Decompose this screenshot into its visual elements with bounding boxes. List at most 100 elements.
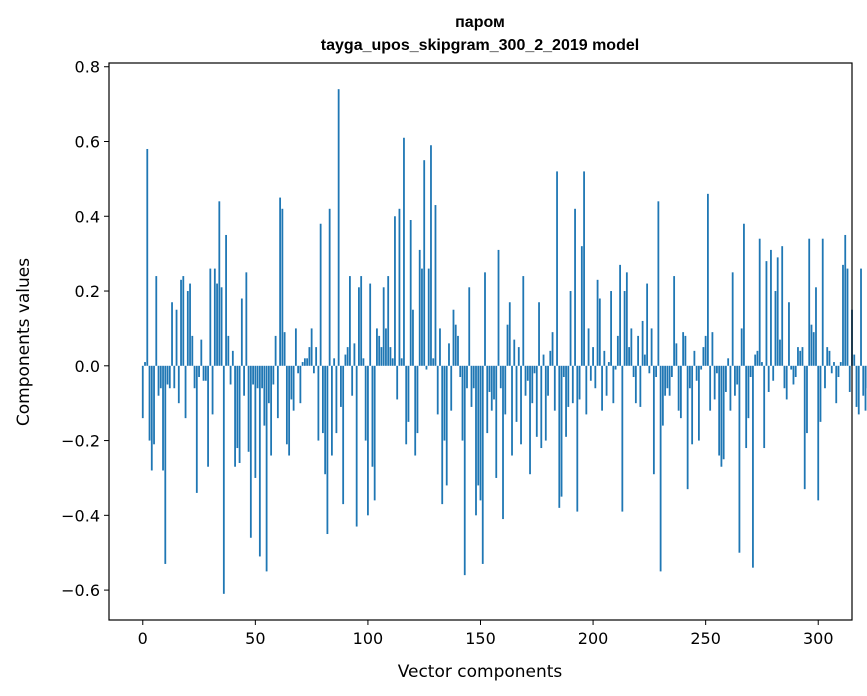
- bar: [466, 365, 468, 389]
- bar: [673, 276, 676, 366]
- x-tick-label: 50: [245, 629, 265, 648]
- bar: [182, 276, 185, 366]
- bar: [157, 365, 160, 396]
- y-tick-label: −0.2: [61, 432, 100, 451]
- bar: [238, 365, 241, 463]
- bar: [481, 365, 484, 564]
- bar: [191, 335, 194, 366]
- bar: [544, 365, 547, 441]
- bar: [531, 365, 534, 404]
- bar: [688, 365, 691, 389]
- bar: [839, 362, 842, 366]
- bar: [855, 365, 858, 407]
- bar: [335, 365, 338, 434]
- bar: [488, 365, 491, 392]
- bar: [558, 365, 561, 508]
- bar: [637, 335, 640, 366]
- bar: [560, 365, 563, 497]
- bar: [781, 246, 784, 366]
- bar: [180, 279, 182, 366]
- bar: [848, 365, 851, 392]
- bar: [200, 339, 203, 366]
- bar: [529, 365, 531, 475]
- bar: [860, 268, 862, 366]
- bar: [344, 354, 347, 366]
- bar: [315, 347, 318, 366]
- bar: [824, 365, 826, 389]
- bar: [808, 238, 811, 366]
- bar: [610, 291, 612, 366]
- bar: [164, 365, 167, 564]
- bar: [240, 298, 243, 366]
- y-axis-ticks: −0.6 −0.4 −0.2 0.0 0.2 0.4 0.6 0.8: [61, 58, 109, 600]
- y-tick-label: −0.4: [61, 506, 100, 525]
- bar: [436, 365, 439, 415]
- bar: [761, 362, 763, 366]
- bar: [565, 365, 567, 437]
- bar: [258, 365, 261, 557]
- bar: [792, 365, 795, 385]
- bar: [236, 365, 239, 449]
- bar: [569, 291, 572, 366]
- bar: [734, 365, 736, 396]
- bar: [202, 365, 205, 381]
- plot-area-frame: [108, 62, 853, 621]
- bar: [722, 365, 725, 460]
- y-tick-label: 0.6: [75, 133, 100, 152]
- bar: [281, 208, 284, 366]
- bar: [472, 365, 475, 389]
- bar: [416, 365, 419, 434]
- bar: [497, 249, 500, 366]
- bar: [799, 350, 802, 366]
- bar: [412, 309, 414, 366]
- bar: [294, 328, 297, 366]
- bar: [274, 335, 277, 366]
- chart-title-line-2: tayga_upos_skipgram_300_2_2019 model: [321, 37, 639, 54]
- bar: [698, 365, 700, 441]
- bar: [749, 365, 752, 378]
- bar: [324, 365, 327, 475]
- bar: [508, 302, 511, 366]
- bar: [389, 347, 392, 366]
- bar: [162, 365, 164, 471]
- bar: [842, 264, 844, 366]
- bar: [490, 365, 493, 411]
- bar: [679, 365, 682, 419]
- bar: [585, 365, 588, 415]
- bar: [445, 365, 448, 486]
- bar: [740, 328, 743, 366]
- bar: [337, 89, 340, 366]
- bar: [272, 365, 275, 385]
- x-axis-label: Vector components: [398, 662, 563, 682]
- bar: [704, 335, 707, 366]
- bar: [720, 365, 723, 467]
- bar: [587, 328, 590, 366]
- bar: [770, 249, 772, 366]
- bar: [159, 365, 162, 389]
- bar: [326, 365, 329, 535]
- bar: [380, 347, 383, 366]
- bar: [716, 365, 718, 374]
- bar: [745, 365, 748, 449]
- bar: [396, 365, 399, 400]
- bar: [736, 365, 739, 385]
- bar: [758, 238, 761, 366]
- bar: [306, 358, 309, 366]
- bar: [270, 365, 273, 456]
- bar: [549, 350, 552, 366]
- bar: [830, 365, 833, 374]
- bar: [225, 234, 227, 366]
- bar: [571, 365, 574, 404]
- bar: [493, 365, 495, 400]
- bar: [695, 365, 698, 381]
- x-tick-label: 200: [578, 629, 609, 648]
- x-tick-label: 250: [690, 629, 721, 648]
- bar: [403, 137, 405, 366]
- bar: [252, 365, 254, 385]
- bar: [495, 365, 498, 478]
- bar: [513, 339, 516, 366]
- bar: [803, 365, 806, 490]
- bar: [567, 365, 570, 407]
- bar: [342, 365, 345, 505]
- bar: [263, 365, 266, 426]
